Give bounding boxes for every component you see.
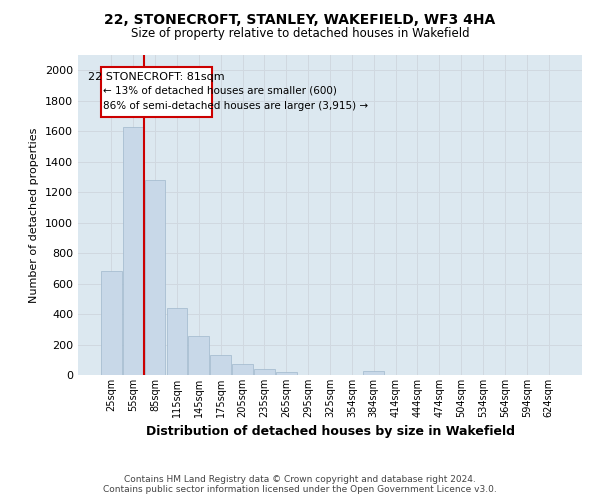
Text: ← 13% of detached houses are smaller (600): ← 13% of detached houses are smaller (60…: [103, 86, 337, 96]
Bar: [101, 67, 212, 116]
Bar: [167, 308, 187, 375]
Text: 22, STONECROFT, STANLEY, WAKEFIELD, WF3 4HA: 22, STONECROFT, STANLEY, WAKEFIELD, WF3 …: [104, 12, 496, 26]
Bar: [123, 126, 143, 375]
Text: 22 STONECROFT: 81sqm: 22 STONECROFT: 81sqm: [88, 72, 224, 82]
Bar: [145, 180, 166, 375]
Y-axis label: Number of detached properties: Number of detached properties: [29, 128, 40, 302]
Bar: [254, 369, 275, 375]
Text: Size of property relative to detached houses in Wakefield: Size of property relative to detached ho…: [131, 28, 469, 40]
Bar: [210, 355, 231, 375]
Bar: [101, 272, 122, 375]
Text: 86% of semi-detached houses are larger (3,915) →: 86% of semi-detached houses are larger (…: [103, 101, 368, 111]
Bar: [276, 372, 296, 375]
Bar: [364, 371, 384, 375]
Bar: [188, 336, 209, 375]
Bar: [232, 364, 253, 375]
Text: Contains HM Land Registry data © Crown copyright and database right 2024.
Contai: Contains HM Land Registry data © Crown c…: [103, 474, 497, 494]
X-axis label: Distribution of detached houses by size in Wakefield: Distribution of detached houses by size …: [146, 426, 515, 438]
